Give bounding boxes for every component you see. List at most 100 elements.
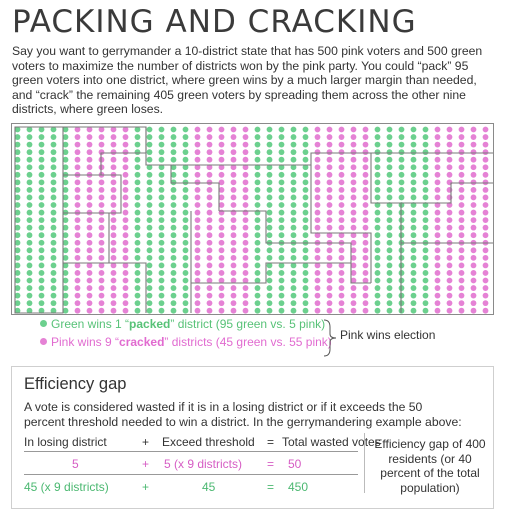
legend-pink: Pink wins 9 “cracked” districts (45 gree… — [40, 335, 332, 349]
pink-voter-dot — [206, 187, 213, 193]
pink-voter-dot — [194, 217, 201, 223]
pink-voter-dot — [86, 277, 93, 284]
green-voter-dot — [26, 307, 33, 314]
green-voter-dot — [14, 232, 21, 239]
green-voter-dot — [182, 217, 189, 223]
green-voter-dot — [302, 217, 309, 223]
pink-voter-dot — [434, 262, 441, 269]
green-voter-dot — [62, 217, 69, 223]
pink-voter-dot — [110, 126, 117, 133]
green-voter-dot — [290, 179, 297, 186]
pink-voter-dot — [230, 134, 237, 140]
green-voter-dot — [422, 164, 429, 171]
green-voter-dot — [146, 270, 153, 276]
pink-voter-dot — [218, 171, 225, 178]
pink-voter-dot — [230, 224, 237, 231]
green-voter-dot — [302, 179, 309, 186]
pink-voter-dot — [122, 277, 129, 284]
header-exceed: Exceed threshold — [162, 435, 255, 449]
green-voter-dot — [410, 292, 417, 299]
pink-voter-dot — [362, 285, 369, 291]
pink-voter-dot — [434, 187, 441, 193]
green-voter-dot — [290, 232, 297, 239]
pink-voter-dot — [458, 277, 465, 284]
green-voter-dot — [422, 277, 429, 284]
pink-voter-dot — [434, 254, 441, 261]
green-voter-dot — [14, 247, 21, 254]
green-voter-dot — [158, 134, 165, 140]
green-voter-dot — [254, 307, 261, 314]
pink-voter-dot — [470, 224, 477, 231]
pink-voter-dot — [122, 171, 129, 178]
pink-voter-dot — [86, 164, 93, 171]
pink-voter-dot — [206, 270, 213, 276]
green-voter-dot — [386, 187, 393, 193]
green-voter-dot — [14, 300, 21, 307]
green-voter-dot — [146, 134, 153, 140]
green-voter-dot — [290, 300, 297, 307]
pink-voter-dot — [218, 187, 225, 193]
pink-voter-dot — [482, 209, 489, 216]
green-voter-dot — [158, 292, 165, 299]
pink-voter-dot — [206, 254, 213, 261]
green-voter-dot — [134, 277, 141, 284]
green-voter-dot — [62, 187, 69, 193]
green-voter-dot — [254, 292, 261, 299]
green-voter-dot — [266, 262, 273, 269]
green-voter-dot — [278, 149, 285, 156]
green-voter-dot — [26, 164, 33, 171]
pink-voter-dot — [98, 270, 105, 276]
green-voter-dot — [158, 239, 165, 246]
pink-voter-dot — [98, 292, 105, 299]
pink-voter-dot — [74, 179, 81, 186]
header-plus: + — [142, 435, 150, 449]
green-voter-dot — [410, 277, 417, 284]
pink-voter-dot — [338, 149, 345, 156]
green-voter-dot — [410, 209, 417, 216]
pink-voter-dot — [230, 277, 237, 284]
pink-voter-dot — [326, 217, 333, 223]
pink-voter-dot — [86, 134, 93, 140]
green-voter-dot — [158, 171, 165, 178]
green-voter-dot — [170, 156, 177, 163]
pink-voter-dot — [434, 224, 441, 231]
pink-voter-dot — [326, 277, 333, 284]
green-voter-dot — [254, 247, 261, 254]
pink-voter-dot — [206, 292, 213, 299]
pink-voter-dot — [458, 262, 465, 269]
pink-voter-dot — [194, 292, 201, 299]
green-voter-dot — [26, 224, 33, 231]
green-voter-dot — [290, 134, 297, 140]
pink-voter-dot — [218, 164, 225, 171]
pink-voter-dot — [86, 126, 93, 133]
pink-voter-dot — [218, 262, 225, 269]
pink-voter-dot — [362, 194, 369, 201]
green-voter-dot — [170, 277, 177, 284]
green-voter-dot — [50, 285, 57, 291]
pink-voter-dot — [326, 164, 333, 171]
green-voter-dot — [410, 187, 417, 193]
green-voter-dot — [398, 179, 405, 186]
green-voter-dot — [278, 254, 285, 261]
green-voter-dot — [50, 194, 57, 201]
green-voter-dot — [50, 307, 57, 314]
pink-voter-dot — [242, 277, 249, 284]
green-voter-dot — [410, 224, 417, 231]
pink-voter-dot — [446, 134, 453, 140]
pink-voter-dot — [446, 262, 453, 269]
green-voter-dot — [302, 300, 309, 307]
green-voter-dot — [302, 262, 309, 269]
green-voter-dot — [182, 224, 189, 231]
pink-voter-dot — [74, 285, 81, 291]
pink-voter-dot — [230, 171, 237, 178]
green-voter-dot — [38, 126, 45, 133]
green-voter-dot — [374, 239, 381, 246]
pink-voter-dot — [470, 232, 477, 239]
pink-voter-dot — [194, 156, 201, 163]
green-voter-dot — [278, 164, 285, 171]
pink-voter-dot — [218, 270, 225, 276]
pink-voter-dot — [242, 270, 249, 276]
pink-voter-dot — [194, 149, 201, 156]
pink-voter-dot — [314, 247, 321, 254]
green-voter-dot — [62, 247, 69, 254]
